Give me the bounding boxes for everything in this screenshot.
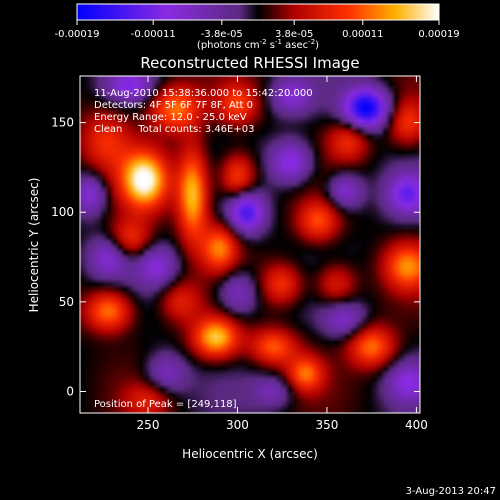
chart-title: Reconstructed RHESSI Image xyxy=(140,54,359,72)
peak-label: Position of Peak = [249,118] xyxy=(94,399,237,410)
info-block: 11-Aug-2010 15:38:36.000 to 15:42:20.000… xyxy=(94,88,313,135)
y-tick-label: 50 xyxy=(59,295,74,309)
info-line: Clean Total counts: 3.46E+03 xyxy=(94,124,254,135)
x-tick-label: 350 xyxy=(315,418,338,432)
y-tick-label: 0 xyxy=(66,384,74,398)
colorbar-tick-label: 0.00019 xyxy=(418,29,459,40)
heatmap-image xyxy=(80,76,420,413)
colorbar-tick-label: -0.00019 xyxy=(55,29,100,40)
colorbar-tick-label: 3.8e-05 xyxy=(275,29,313,40)
x-axis-label: Heliocentric X (arcsec) xyxy=(182,447,318,461)
colorbar-tick-label: 0.00011 xyxy=(342,29,383,40)
info-line: 11-Aug-2010 15:38:36.000 to 15:42:20.000 xyxy=(94,88,313,99)
info-line: Energy Range: 12.0 - 25.0 keV xyxy=(94,112,247,123)
colorbar-unit: (photons cm-2 s-1 asec-2) xyxy=(197,38,319,51)
colorbar-tick-label: -3.8e-05 xyxy=(201,29,243,40)
y-tick-label: 100 xyxy=(51,205,74,219)
timestamp: 3-Aug-2013 20:47 xyxy=(406,486,496,497)
y-tick-label: 150 xyxy=(51,116,74,130)
colorbar-tick-label: -0.00011 xyxy=(131,29,176,40)
x-tick-label: 300 xyxy=(226,418,249,432)
plot-frame xyxy=(79,75,421,414)
y-axis-label: Heliocentric Y (arcsec) xyxy=(27,178,41,313)
x-tick-label: 250 xyxy=(137,418,160,432)
info-line: Detectors: 4F 5F 6F 7F 8F, Att 0 xyxy=(94,100,253,111)
colorbar-ticks: -0.00019 -0.00011 -3.8e-05 3.8e-05 0.00011 0.… xyxy=(55,20,460,40)
x-tick-label: 400 xyxy=(405,418,428,432)
colorbar xyxy=(76,3,440,21)
axis-ticks: 250 300 350 400 0 50 100 150 xyxy=(51,76,428,432)
